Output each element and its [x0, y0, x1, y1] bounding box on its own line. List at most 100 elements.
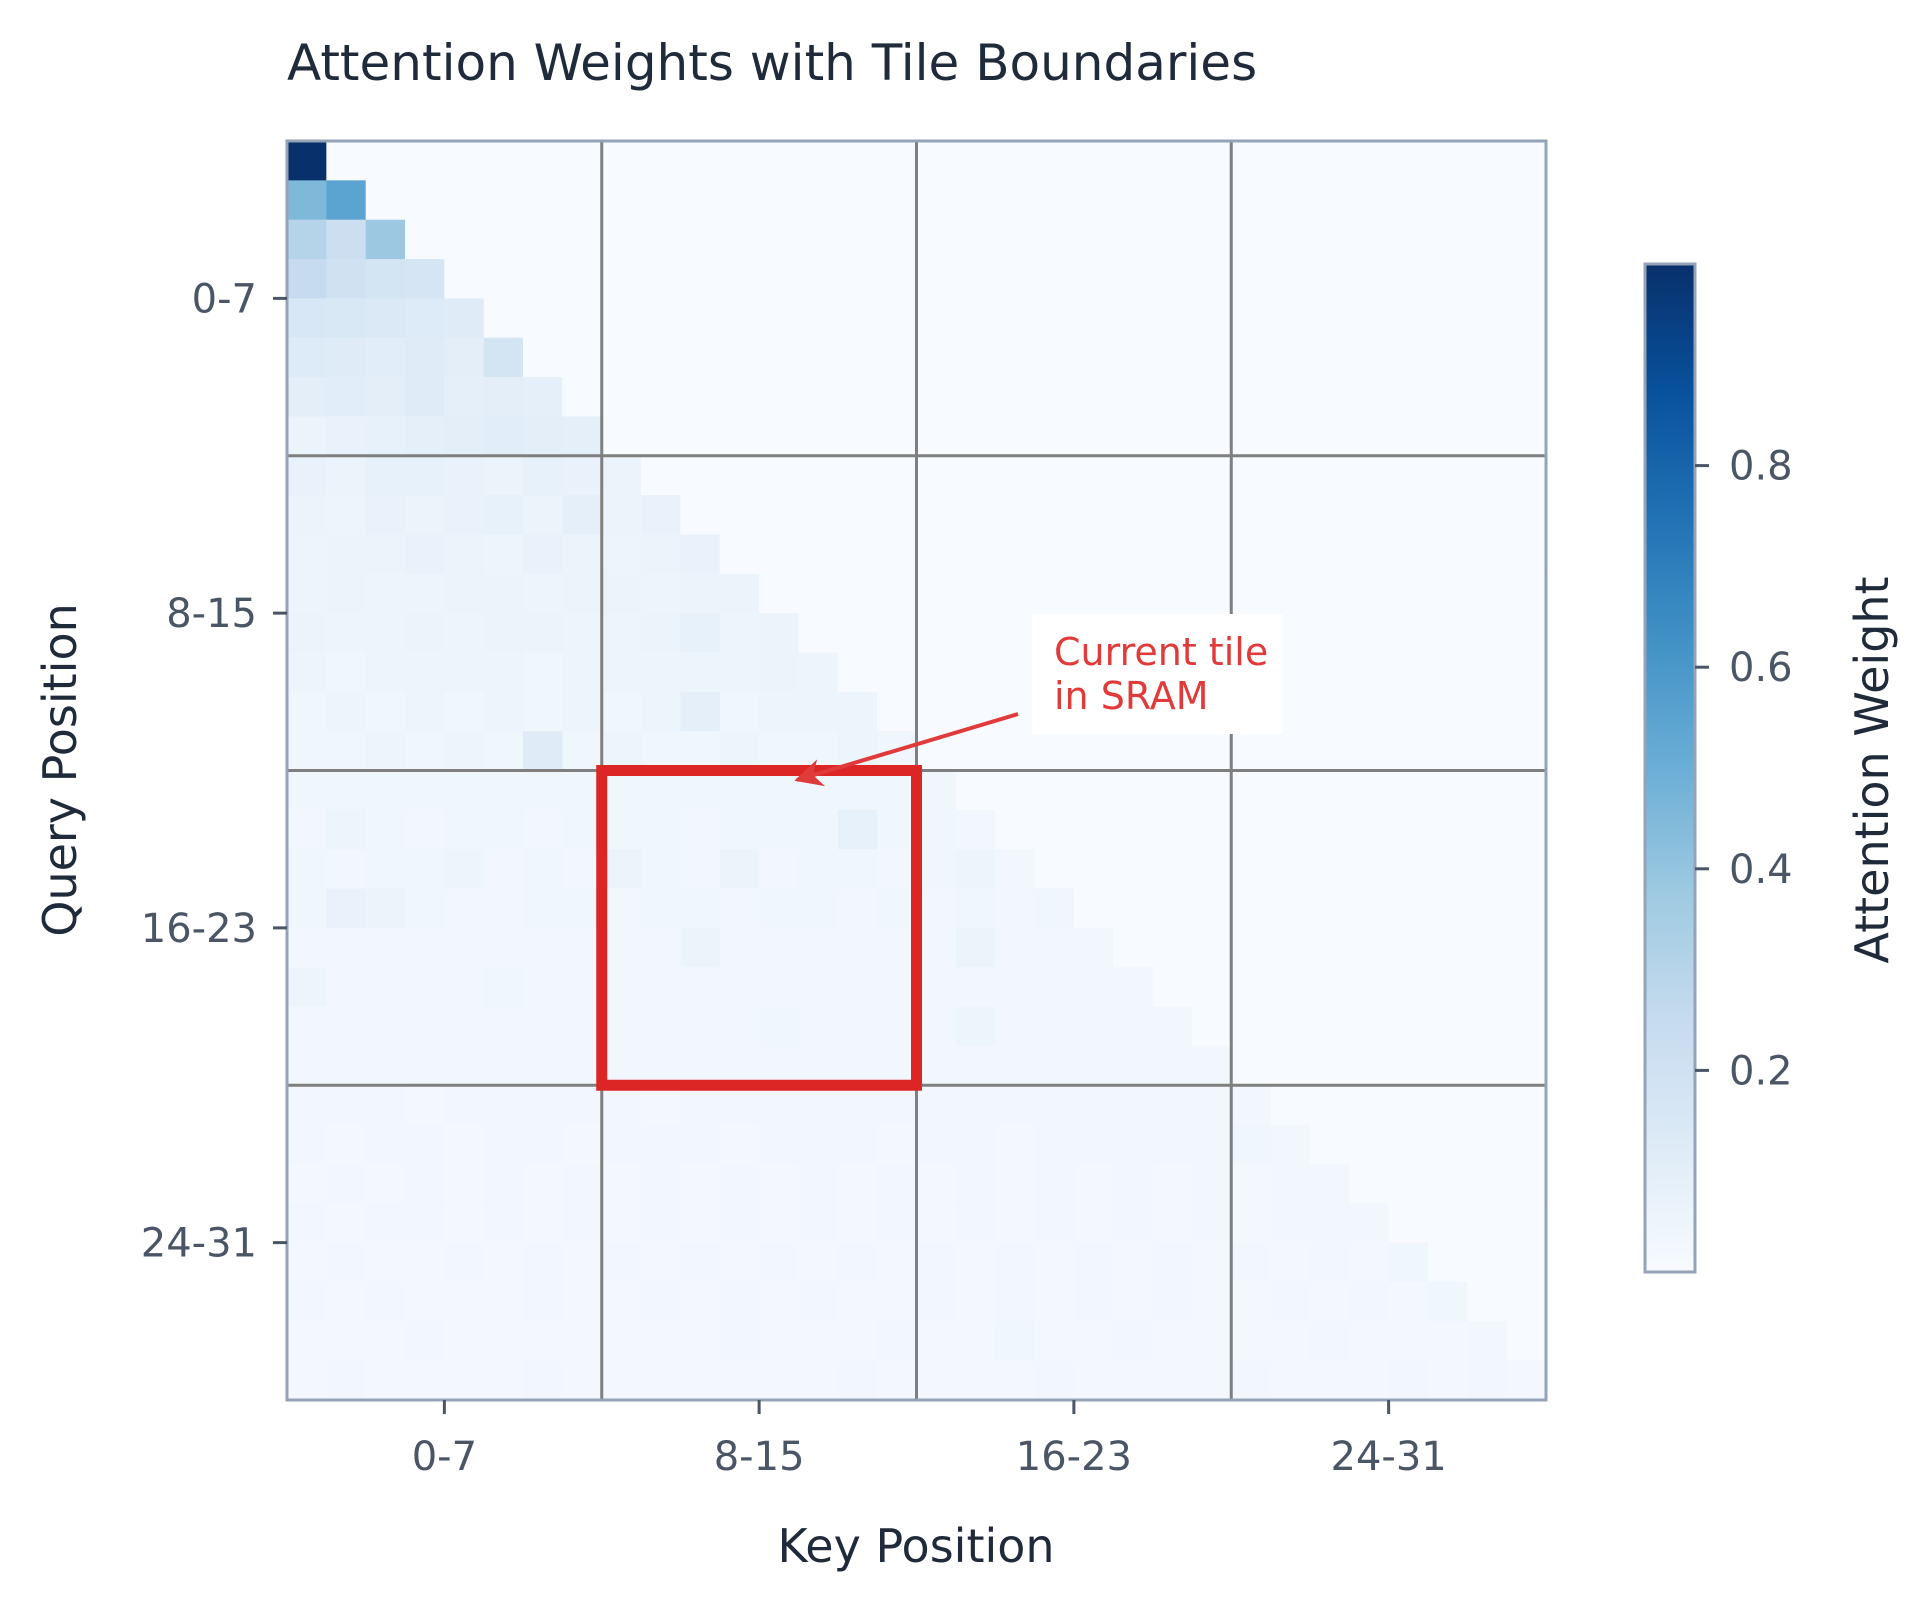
- x-tick-label: 16-23: [1016, 1434, 1132, 1480]
- heatmap-cell: [562, 534, 603, 575]
- heatmap-cell: [1113, 1085, 1154, 1126]
- heatmap-cell: [1349, 652, 1390, 693]
- heatmap-cell: [1231, 180, 1272, 221]
- heatmap-cell: [1388, 180, 1429, 221]
- heatmap-cell: [326, 180, 367, 221]
- heatmap-cell: [287, 1321, 327, 1362]
- heatmap-cell: [719, 298, 760, 339]
- heatmap-cell: [1270, 219, 1311, 260]
- heatmap-cell: [326, 377, 367, 417]
- heatmap-cell: [1467, 652, 1508, 693]
- heatmap-cell: [877, 219, 918, 260]
- heatmap-cell: [719, 455, 760, 496]
- heatmap-cell: [837, 1085, 878, 1126]
- heatmap-cell: [444, 1203, 485, 1244]
- heatmap-cell: [1073, 770, 1114, 811]
- heatmap-cell: [601, 691, 642, 732]
- heatmap-cell: [759, 652, 800, 693]
- heatmap-cell: [287, 1045, 327, 1086]
- heatmap-cell: [1231, 731, 1272, 772]
- heatmap-cell: [1388, 219, 1429, 260]
- heatmap-cell: [1231, 809, 1272, 850]
- heatmap-cell: [1467, 534, 1508, 575]
- heatmap-cell: [365, 652, 406, 693]
- heatmap-cell: [601, 1321, 642, 1362]
- heatmap-cell: [1388, 613, 1429, 654]
- heatmap-cell: [523, 455, 563, 496]
- heatmap-cell: [326, 337, 367, 378]
- heatmap-cell: [1073, 1163, 1114, 1204]
- heatmap-cell: [405, 573, 445, 614]
- heatmap-cell: [1309, 534, 1350, 575]
- heatmap-cell: [1034, 809, 1075, 850]
- heatmap-cell: [405, 337, 445, 378]
- heatmap-cell: [287, 534, 327, 575]
- heatmap-cell: [1113, 1321, 1154, 1362]
- heatmap-cell: [444, 967, 485, 1008]
- heatmap-cell: [995, 1085, 1036, 1126]
- heatmap-cell: [1152, 259, 1193, 299]
- heatmap-cell: [365, 219, 406, 260]
- heatmap-cell: [1113, 377, 1154, 417]
- heatmap-cell: [680, 849, 721, 890]
- heatmap-cell: [1113, 731, 1154, 772]
- colorbar: 0.2 0.4 0.6 0.8 Attention Weight: [1643, 262, 1899, 1274]
- heatmap-cell: [1506, 455, 1547, 496]
- heatmap-cell: [641, 455, 682, 496]
- heatmap-cell: [877, 770, 918, 811]
- heatmap-cell: [1309, 259, 1350, 299]
- heatmap-cell: [1270, 1242, 1311, 1283]
- heatmap-cell: [287, 298, 327, 339]
- heatmap-cell: [483, 1242, 524, 1283]
- heatmap-cell: [719, 1006, 760, 1047]
- heatmap-cell: [405, 455, 445, 496]
- heatmap-cell: [916, 495, 957, 536]
- heatmap-cell: [1349, 613, 1390, 654]
- heatmap-cell: [837, 534, 878, 575]
- heatmap-cell: [523, 1242, 563, 1283]
- heatmap-cell: [955, 731, 996, 772]
- heatmap-cell: [955, 1281, 996, 1322]
- heatmap-cell: [837, 888, 878, 929]
- heatmap-cell: [287, 337, 327, 378]
- heatmap-cell: [1270, 259, 1311, 299]
- heatmap-cell: [1113, 888, 1154, 929]
- heatmap-cell: [365, 416, 406, 457]
- heatmap-cell: [365, 927, 406, 968]
- heatmap-cell: [1349, 416, 1390, 457]
- heatmap-cell: [955, 1124, 996, 1165]
- heatmap-cell: [719, 809, 760, 850]
- heatmap-cell: [798, 573, 839, 614]
- heatmap-cell: [523, 1045, 563, 1086]
- heatmap-cell: [759, 1124, 800, 1165]
- heatmap-cell: [798, 259, 839, 299]
- heatmap-cell: [1113, 1124, 1154, 1165]
- heatmap-cell: [798, 298, 839, 339]
- heatmap-cell: [877, 927, 918, 968]
- heatmap-cell: [1506, 691, 1547, 732]
- heatmap-cell: [759, 1085, 800, 1126]
- heatmap-cell: [1152, 377, 1193, 417]
- heatmap-cell: [326, 1321, 367, 1362]
- heatmap-cell: [916, 377, 957, 417]
- heatmap-cell: [1349, 534, 1390, 575]
- heatmap-cell: [1231, 1203, 1272, 1244]
- heatmap-cell: [1427, 298, 1468, 339]
- heatmap-cell: [1467, 1006, 1508, 1047]
- heatmap-cell: [562, 180, 603, 221]
- heatmap-cell: [326, 141, 367, 181]
- heatmap-cell: [1191, 141, 1232, 181]
- heatmap-cell: [955, 888, 996, 929]
- heatmap-cell: [1349, 337, 1390, 378]
- heatmap-cell: [1073, 1321, 1114, 1362]
- heatmap-cell: [955, 770, 996, 811]
- heatmap-cell: [287, 377, 327, 417]
- heatmap-cell: [1073, 219, 1114, 260]
- heatmap-cell: [523, 141, 563, 181]
- heatmap-cell: [1427, 455, 1468, 496]
- heatmap-cell: [1152, 849, 1193, 890]
- heatmap-cell: [916, 416, 957, 457]
- heatmap-cell: [1073, 888, 1114, 929]
- heatmap-cell: [1073, 259, 1114, 299]
- heatmap-cell: [1388, 1006, 1429, 1047]
